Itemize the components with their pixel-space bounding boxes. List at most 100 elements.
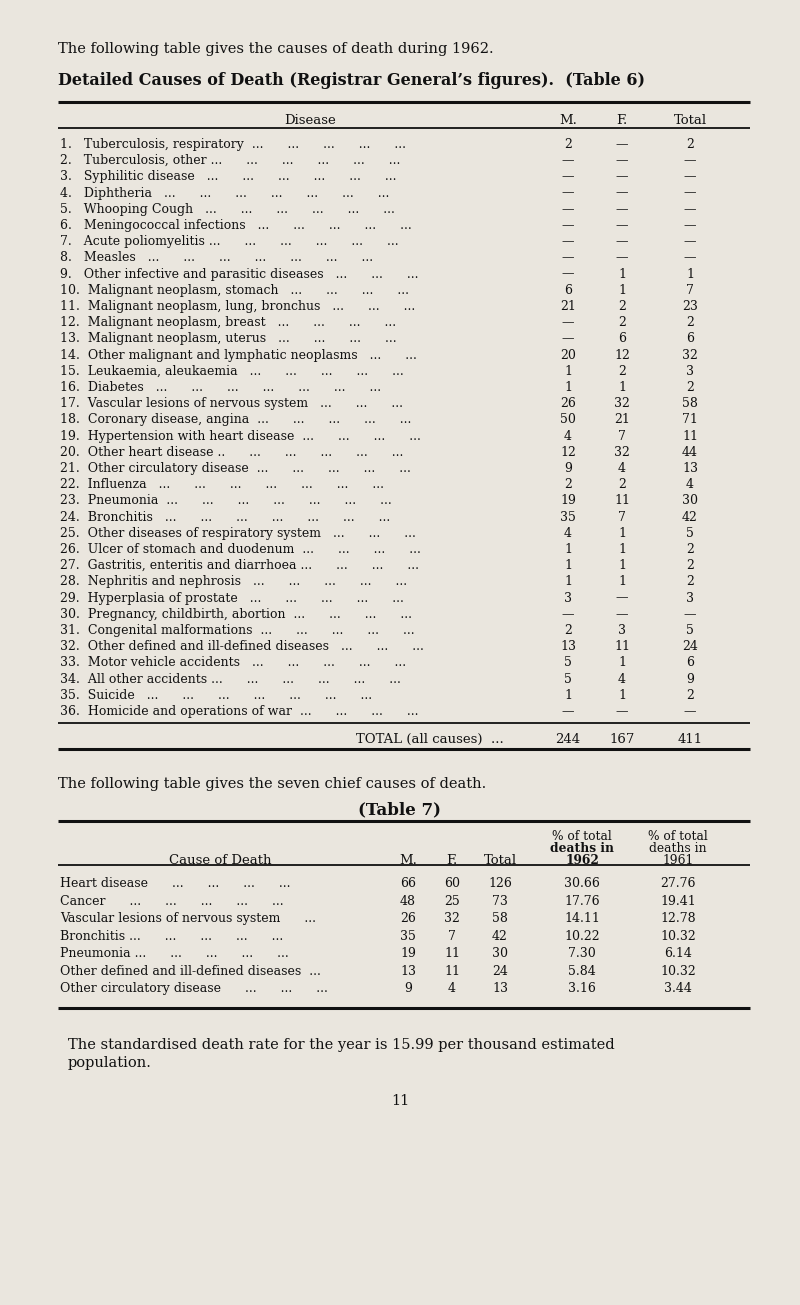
Text: 1: 1 [618, 268, 626, 281]
Text: 26.  Ulcer of stomach and duodenum  ...      ...      ...      ...: 26. Ulcer of stomach and duodenum ... ..… [60, 543, 421, 556]
Text: 2: 2 [564, 478, 572, 491]
Text: 4: 4 [618, 672, 626, 685]
Text: —: — [562, 268, 574, 281]
Text: 2: 2 [686, 138, 694, 151]
Text: Detailed Causes of Death (Registrar General’s figures).  (Table 6): Detailed Causes of Death (Registrar Gene… [58, 72, 645, 89]
Text: —: — [684, 154, 696, 167]
Text: 1962: 1962 [565, 855, 599, 868]
Text: —: — [562, 202, 574, 215]
Text: 2: 2 [618, 365, 626, 378]
Text: 5.84: 5.84 [568, 964, 596, 977]
Text: Other circulatory disease      ...      ...      ...: Other circulatory disease ... ... ... [60, 983, 328, 996]
Text: —: — [562, 316, 574, 329]
Text: 4.   Diphtheria   ...      ...      ...      ...      ...      ...      ...: 4. Diphtheria ... ... ... ... ... ... ..… [60, 187, 390, 200]
Text: 1: 1 [618, 656, 626, 669]
Text: 1: 1 [686, 268, 694, 281]
Text: 19.41: 19.41 [660, 895, 696, 908]
Text: 21: 21 [560, 300, 576, 313]
Text: 1: 1 [618, 381, 626, 394]
Text: 33.  Motor vehicle accidents   ...      ...      ...      ...      ...: 33. Motor vehicle accidents ... ... ... … [60, 656, 406, 669]
Text: 58: 58 [682, 397, 698, 410]
Text: % of total: % of total [552, 830, 612, 843]
Text: 2: 2 [686, 576, 694, 589]
Text: —: — [684, 608, 696, 621]
Text: 14.11: 14.11 [564, 912, 600, 925]
Text: —: — [684, 235, 696, 248]
Text: M.: M. [399, 855, 417, 868]
Text: 2: 2 [618, 478, 626, 491]
Text: 20: 20 [560, 348, 576, 361]
Text: % of total: % of total [648, 830, 708, 843]
Text: 10.32: 10.32 [660, 964, 696, 977]
Text: —: — [616, 591, 628, 604]
Text: Cancer      ...      ...      ...      ...      ...: Cancer ... ... ... ... ... [60, 895, 284, 908]
Text: —: — [684, 171, 696, 184]
Text: 1: 1 [618, 283, 626, 296]
Text: 3.   Syphilitic disease   ...      ...      ...      ...      ...      ...: 3. Syphilitic disease ... ... ... ... ..… [60, 171, 397, 184]
Text: 4: 4 [564, 527, 572, 540]
Text: 13: 13 [682, 462, 698, 475]
Text: —: — [562, 333, 574, 346]
Text: —: — [562, 187, 574, 200]
Text: —: — [684, 252, 696, 265]
Text: 32.  Other defined and ill-defined diseases   ...      ...      ...: 32. Other defined and ill-defined diseas… [60, 641, 424, 654]
Text: 28.  Nephritis and nephrosis   ...      ...      ...      ...      ...: 28. Nephritis and nephrosis ... ... ... … [60, 576, 407, 589]
Text: 58: 58 [492, 912, 508, 925]
Text: 1: 1 [618, 576, 626, 589]
Text: 24: 24 [682, 641, 698, 654]
Text: 4: 4 [564, 429, 572, 442]
Text: —: — [616, 219, 628, 232]
Text: 19.  Hypertension with heart disease  ...      ...      ...      ...: 19. Hypertension with heart disease ... … [60, 429, 421, 442]
Text: 29.  Hyperplasia of prostate   ...      ...      ...      ...      ...: 29. Hyperplasia of prostate ... ... ... … [60, 591, 404, 604]
Text: 32: 32 [682, 348, 698, 361]
Text: 20.  Other heart disease ..      ...      ...      ...      ...      ...: 20. Other heart disease .. ... ... ... .… [60, 446, 403, 459]
Text: 1: 1 [618, 689, 626, 702]
Text: 42: 42 [682, 510, 698, 523]
Text: 11: 11 [444, 947, 460, 960]
Text: —: — [562, 171, 574, 184]
Text: 1: 1 [564, 560, 572, 572]
Text: 6.   Meningococcal infections   ...      ...      ...      ...      ...: 6. Meningococcal infections ... ... ... … [60, 219, 412, 232]
Text: 126: 126 [488, 877, 512, 890]
Text: Other defined and ill-defined diseases  ...: Other defined and ill-defined diseases .… [60, 964, 321, 977]
Text: F.: F. [616, 114, 628, 127]
Text: 3: 3 [618, 624, 626, 637]
Text: 34.  All other accidents ...      ...      ...      ...      ...      ...: 34. All other accidents ... ... ... ... … [60, 672, 401, 685]
Text: 5: 5 [564, 656, 572, 669]
Text: 4: 4 [448, 983, 456, 996]
Text: 1: 1 [618, 543, 626, 556]
Text: 3: 3 [686, 591, 694, 604]
Text: 1.   Tuberculosis, respiratory  ...      ...      ...      ...      ...: 1. Tuberculosis, respiratory ... ... ...… [60, 138, 406, 151]
Text: 31.  Congenital malformations  ...      ...      ...      ...      ...: 31. Congenital malformations ... ... ...… [60, 624, 414, 637]
Text: —: — [684, 705, 696, 718]
Text: 30.  Pregnancy, childbirth, abortion  ...      ...      ...      ...: 30. Pregnancy, childbirth, abortion ... … [60, 608, 412, 621]
Text: 3: 3 [564, 591, 572, 604]
Text: 2: 2 [686, 381, 694, 394]
Text: 35: 35 [400, 929, 416, 942]
Text: 13: 13 [492, 983, 508, 996]
Text: —: — [616, 154, 628, 167]
Text: —: — [684, 219, 696, 232]
Text: 6: 6 [564, 283, 572, 296]
Text: Cause of Death: Cause of Death [169, 855, 271, 868]
Text: 244: 244 [555, 733, 581, 746]
Text: 13: 13 [560, 641, 576, 654]
Text: The following table gives the seven chief causes of death.: The following table gives the seven chie… [58, 778, 486, 791]
Text: —: — [616, 608, 628, 621]
Text: 2: 2 [618, 300, 626, 313]
Text: 13: 13 [400, 964, 416, 977]
Text: 6.14: 6.14 [664, 947, 692, 960]
Text: 1961: 1961 [662, 855, 694, 868]
Text: 26: 26 [400, 912, 416, 925]
Text: 10.22: 10.22 [564, 929, 600, 942]
Text: —: — [562, 608, 574, 621]
Text: 1: 1 [564, 543, 572, 556]
Text: deaths in: deaths in [649, 842, 707, 855]
Text: 25.  Other diseases of respiratory system   ...      ...      ...: 25. Other diseases of respiratory system… [60, 527, 416, 540]
Text: 2.   Tuberculosis, other ...      ...      ...      ...      ...      ...: 2. Tuberculosis, other ... ... ... ... .… [60, 154, 400, 167]
Text: Bronchitis ...      ...      ...      ...      ...: Bronchitis ... ... ... ... ... [60, 929, 283, 942]
Text: TOTAL (all causes)  ...: TOTAL (all causes) ... [356, 733, 504, 746]
Text: 12.  Malignant neoplasm, breast   ...      ...      ...      ...: 12. Malignant neoplasm, breast ... ... .… [60, 316, 396, 329]
Text: 8.   Measles   ...      ...      ...      ...      ...      ...      ...: 8. Measles ... ... ... ... ... ... ... [60, 252, 373, 265]
Text: 17.  Vascular lesions of nervous system   ...      ...      ...: 17. Vascular lesions of nervous system .… [60, 397, 403, 410]
